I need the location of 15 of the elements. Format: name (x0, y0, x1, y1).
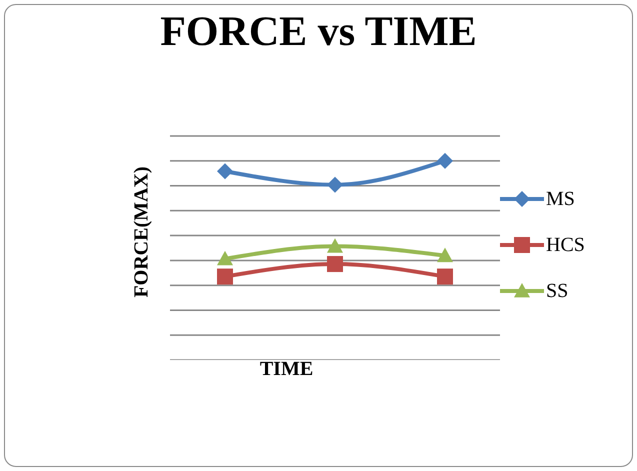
chart-title: FORCE vs TIME (159, 8, 478, 56)
point (217, 268, 233, 285)
legend-label: MS (546, 188, 575, 210)
point (217, 163, 233, 180)
point (327, 238, 343, 253)
legend-label: HCS (546, 234, 585, 256)
legend-label: SS (546, 280, 568, 302)
y-axis-title: FORCE(MAX) (130, 166, 154, 298)
x-axis-title: TIME (258, 358, 314, 381)
point (217, 250, 233, 266)
point (437, 152, 453, 169)
point (437, 268, 453, 285)
point (437, 248, 453, 262)
point (327, 256, 343, 272)
point (327, 176, 343, 193)
